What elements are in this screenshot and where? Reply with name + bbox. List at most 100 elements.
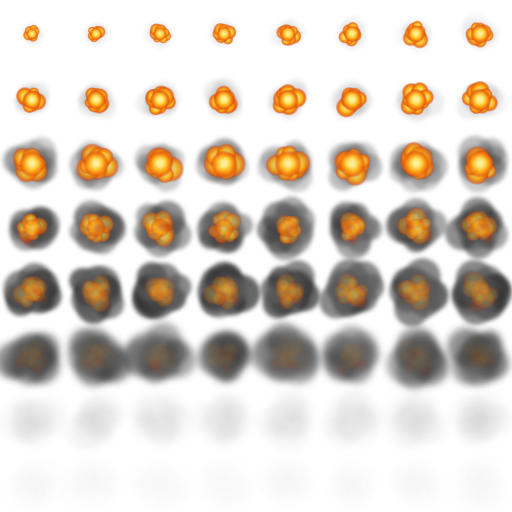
ember <box>220 349 229 359</box>
smoke-core <box>76 400 116 440</box>
sprite-frame-62 <box>326 457 381 512</box>
sprite-frame-15 <box>395 81 445 122</box>
sprite-frame-56 <box>452 390 512 446</box>
fire-core <box>214 218 234 238</box>
ember <box>484 356 494 365</box>
sprite-frame-3 <box>149 23 172 44</box>
fire-hotspot <box>347 94 357 104</box>
sprite-frame-13 <box>267 78 308 121</box>
sprite-frame-22 <box>328 141 383 191</box>
sprite-frame-55 <box>384 390 449 449</box>
fire-hotspot <box>474 157 486 169</box>
ember <box>423 232 432 241</box>
sprite-frame-63 <box>386 455 450 508</box>
ember <box>218 292 228 301</box>
smoke-core <box>77 465 115 503</box>
sprite-frame-54 <box>320 389 384 447</box>
ember <box>165 222 173 231</box>
sprite-frame-6 <box>338 21 362 47</box>
fire-hotspot <box>156 95 164 103</box>
ember <box>337 366 347 375</box>
fire-hotspot <box>475 94 485 104</box>
fire-core <box>21 345 43 367</box>
ember <box>91 231 100 239</box>
sprite-frame-2 <box>87 25 106 43</box>
smoke-core <box>268 400 308 440</box>
ember <box>21 234 30 242</box>
ember <box>271 359 281 369</box>
ember <box>357 286 366 295</box>
sprite-frame-53 <box>255 387 315 452</box>
sprite-frame-18 <box>69 141 124 191</box>
sprite-frame-1 <box>22 24 40 42</box>
sprite-frame-42 <box>67 327 132 387</box>
sprite-frame-44 <box>197 331 253 383</box>
fire-core <box>277 345 299 367</box>
ember <box>358 297 368 307</box>
ember <box>151 362 160 371</box>
fire-hotspot <box>26 157 38 169</box>
sprite-frame-64 <box>450 452 511 512</box>
ember <box>475 285 485 294</box>
fire-hotspot <box>412 29 420 37</box>
sprite-frame-36 <box>197 261 261 318</box>
sprite-frame-30 <box>329 201 383 260</box>
sprite-frame-7 <box>402 20 429 49</box>
sprite-frame-4 <box>212 22 237 45</box>
sprite-frame-12 <box>203 78 243 119</box>
fire-hotspot <box>218 157 230 169</box>
fire-hotspot <box>90 157 102 169</box>
sprite-frame-29 <box>256 196 315 261</box>
fire-hotspot <box>92 95 100 103</box>
fire-hotspot <box>283 94 293 104</box>
fire-core <box>85 281 107 303</box>
sprite-frame-45 <box>251 322 320 384</box>
fire-hotspot <box>157 30 163 36</box>
sprite-frame-58 <box>60 458 123 510</box>
smoke-core <box>397 465 435 503</box>
ember <box>161 292 170 302</box>
ember <box>283 230 292 239</box>
ember <box>211 225 220 234</box>
sprite-frame-50 <box>64 392 125 451</box>
sprite-frame-8 <box>465 22 494 48</box>
fire-hotspot <box>348 29 356 37</box>
fire-hotspot <box>221 30 227 36</box>
sprite-frame-16 <box>456 80 507 120</box>
smoke-core <box>269 465 307 503</box>
ember <box>16 361 25 371</box>
smoke-core <box>140 400 180 440</box>
ember <box>157 221 166 230</box>
sprite-frame-28 <box>197 201 253 253</box>
sprite-frame-41 <box>0 333 60 385</box>
sprite-frame-43 <box>121 322 196 383</box>
ember <box>402 293 411 302</box>
sprite-frame-31 <box>385 198 448 253</box>
sprite-frame-47 <box>386 326 450 389</box>
smoke-core <box>333 465 371 503</box>
ember <box>230 295 240 304</box>
ember <box>222 365 232 374</box>
sprite-frames <box>0 20 512 512</box>
sprite-frame-5 <box>276 23 302 47</box>
ember <box>289 362 299 371</box>
fire-core <box>213 281 235 303</box>
fire-hotspot <box>346 157 358 169</box>
ember <box>344 223 353 232</box>
ember <box>411 349 420 358</box>
sprite-frame-33 <box>3 262 62 316</box>
ember <box>100 289 110 299</box>
sprite-frame-37 <box>260 260 320 319</box>
ember <box>287 223 296 232</box>
sprite-frame-26 <box>69 200 126 255</box>
ember <box>470 354 480 364</box>
sprite-frame-48 <box>447 327 510 386</box>
ember <box>352 359 361 368</box>
smoke-core <box>396 400 436 440</box>
ember <box>282 289 292 298</box>
smoke-core <box>205 465 243 503</box>
ember <box>154 289 163 299</box>
sprite-frame-49 <box>0 395 68 447</box>
ember <box>403 223 412 232</box>
fire-hotspot <box>476 29 484 37</box>
